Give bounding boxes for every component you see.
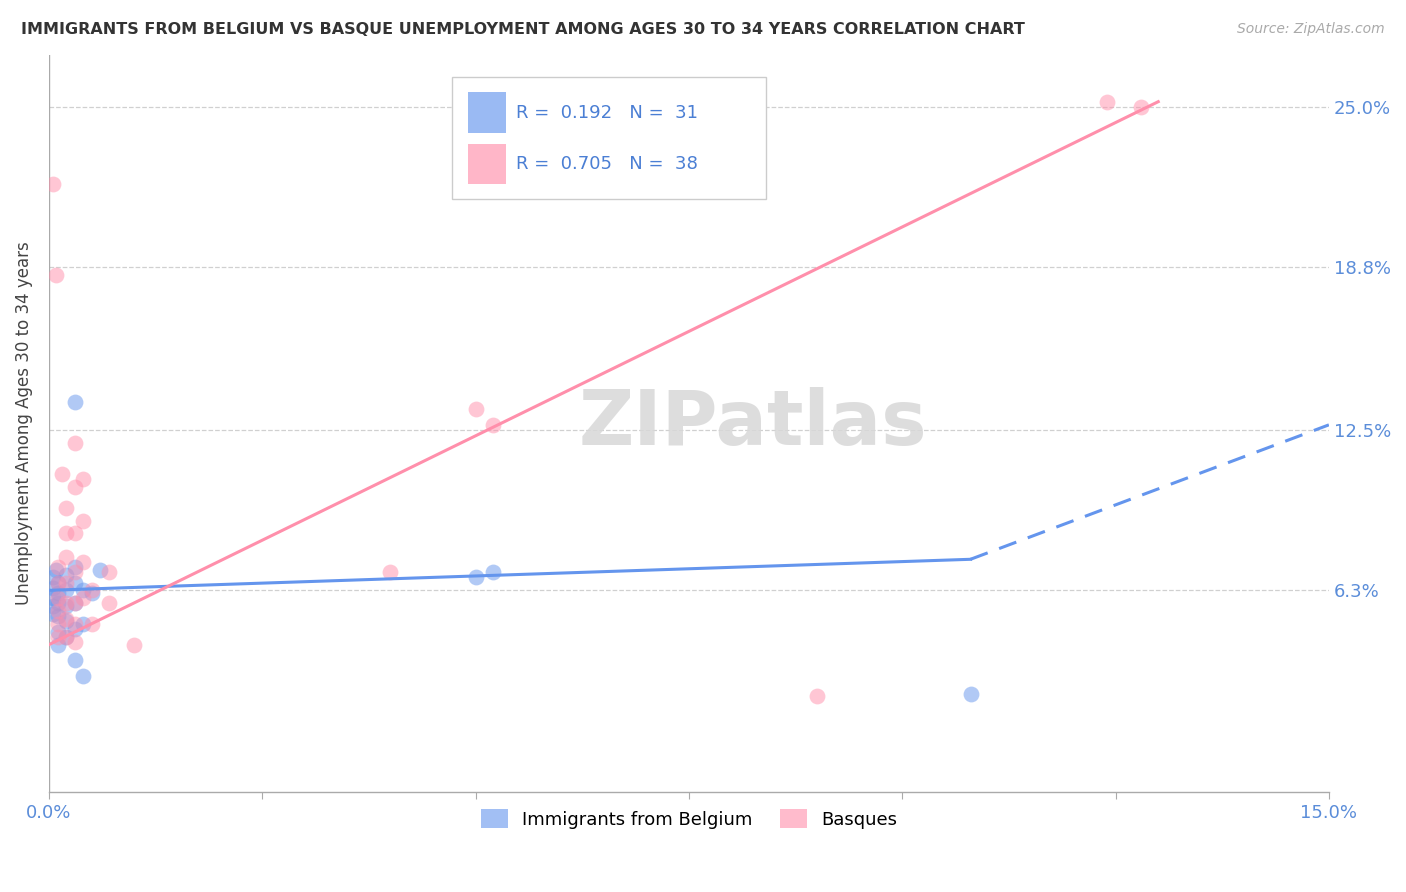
Point: [959, 687, 981, 701]
Point: [42, 607, 65, 621]
Point: [80, 616, 103, 631]
Point: [45, 268, 67, 282]
Text: ZIPatlas: ZIPatlas: [579, 386, 927, 460]
Point: [80, 583, 103, 598]
Point: [72, 583, 94, 598]
Point: [63, 480, 86, 494]
Point: [124, 638, 146, 652]
Point: [63, 616, 86, 631]
Point: [55, 596, 77, 610]
Point: [42, 570, 65, 584]
Point: [63, 575, 86, 590]
Point: [464, 402, 486, 417]
Point: [806, 690, 828, 704]
Point: [97, 565, 120, 579]
Point: [55, 583, 77, 598]
Point: [42, 178, 65, 192]
Point: [46, 596, 69, 610]
Point: [46, 560, 69, 574]
Point: [55, 612, 77, 626]
Point: [72, 555, 94, 569]
Bar: [453, 78, 766, 199]
Point: [63, 622, 86, 636]
Point: [42, 599, 65, 613]
Point: [46, 638, 69, 652]
Point: [46, 604, 69, 618]
Point: [72, 514, 94, 528]
Point: [46, 609, 69, 624]
Point: [63, 596, 86, 610]
Point: [80, 586, 103, 600]
Point: [72, 668, 94, 682]
Point: [55, 575, 77, 590]
Point: [46, 586, 69, 600]
Point: [72, 591, 94, 605]
Point: [51, 467, 73, 481]
Point: [97, 596, 120, 610]
Point: [1095, 95, 1118, 109]
Y-axis label: Unemployment Among Ages 30 to 34 years: Unemployment Among Ages 30 to 34 years: [15, 242, 32, 606]
Point: [72, 472, 94, 486]
Point: [481, 417, 503, 432]
Point: [55, 549, 77, 564]
Bar: [468, 144, 506, 185]
Bar: [468, 93, 506, 133]
Text: Source: ZipAtlas.com: Source: ZipAtlas.com: [1237, 22, 1385, 37]
Point: [46, 624, 69, 639]
Text: IMMIGRANTS FROM BELGIUM VS BASQUE UNEMPLOYMENT AMONG AGES 30 TO 34 YEARS CORRELA: IMMIGRANTS FROM BELGIUM VS BASQUE UNEMPL…: [21, 22, 1025, 37]
Point: [464, 570, 486, 584]
Legend: Immigrants from Belgium, Basques: Immigrants from Belgium, Basques: [474, 802, 904, 836]
Point: [63, 565, 86, 579]
Point: [46, 575, 69, 590]
Point: [55, 630, 77, 644]
Point: [42, 581, 65, 595]
Text: R =  0.705   N =  38: R = 0.705 N = 38: [516, 155, 697, 173]
Point: [55, 599, 77, 613]
Point: [46, 630, 69, 644]
Point: [55, 567, 77, 582]
Point: [46, 591, 69, 605]
Point: [481, 565, 503, 579]
Point: [63, 394, 86, 409]
Point: [72, 616, 94, 631]
Point: [63, 653, 86, 667]
Point: [45, 563, 67, 577]
Point: [89, 563, 111, 577]
Point: [63, 526, 86, 541]
Point: [380, 565, 402, 579]
Point: [63, 436, 86, 450]
Point: [42, 591, 65, 605]
Point: [55, 630, 77, 644]
Point: [63, 596, 86, 610]
Point: [46, 616, 69, 631]
Point: [63, 560, 86, 574]
Point: [55, 500, 77, 515]
Point: [1130, 100, 1153, 114]
Point: [46, 575, 69, 590]
Text: R =  0.192   N =  31: R = 0.192 N = 31: [516, 103, 699, 121]
Point: [55, 526, 77, 541]
Point: [63, 635, 86, 649]
Point: [55, 615, 77, 629]
